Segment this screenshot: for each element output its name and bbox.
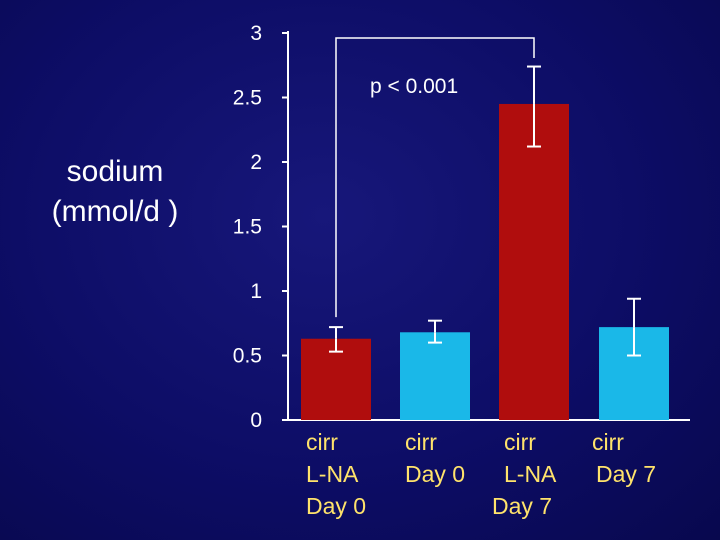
p-value-annotation: p < 0.001 xyxy=(370,75,458,98)
category-label: Day 0 xyxy=(306,493,366,519)
bar xyxy=(400,332,470,420)
y-tick-label: 2 xyxy=(250,151,262,174)
y-axis-label: sodium (mmol/d ) xyxy=(20,152,210,232)
category-label: Day 0 xyxy=(405,461,465,487)
category-label: L-NA xyxy=(306,461,359,487)
significance-bracket xyxy=(335,37,535,318)
y-tick-label: 3 xyxy=(250,22,262,45)
category-label: Day 7 xyxy=(492,493,552,519)
y-tick-label: 1.5 xyxy=(233,216,262,239)
category-label: cirr xyxy=(405,429,437,455)
category-label: cirr xyxy=(306,429,338,455)
bar xyxy=(499,103,569,420)
y-axis-label-line-1: sodium xyxy=(66,155,164,188)
category-label: Day 7 xyxy=(596,461,656,487)
y-tick-label: 2.5 xyxy=(233,87,262,110)
y-tick-label: 1 xyxy=(250,280,262,303)
category-label: L-NA xyxy=(504,461,557,487)
category-label: cirr xyxy=(504,429,536,455)
y-axis-label-line-2: (mmol/d ) xyxy=(51,195,179,228)
y-tick-label: 0.5 xyxy=(233,345,262,368)
category-label: cirr xyxy=(592,429,624,455)
y-tick-label: 0 xyxy=(250,409,262,432)
